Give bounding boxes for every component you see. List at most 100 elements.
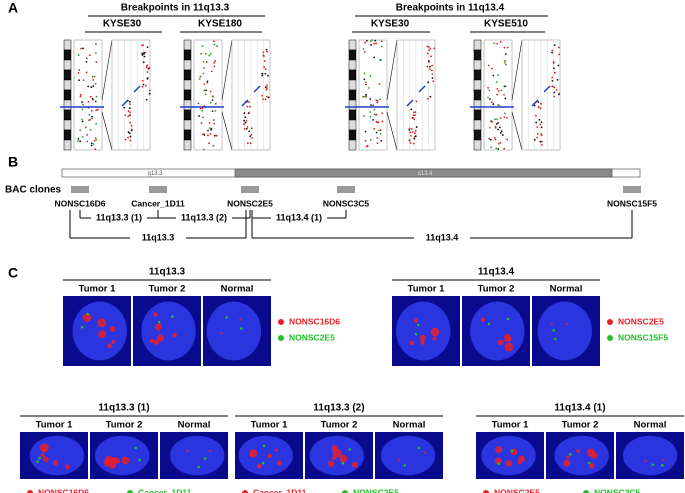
signal xyxy=(134,446,138,450)
probe-dot xyxy=(363,72,366,75)
signal xyxy=(219,332,223,335)
signal xyxy=(82,313,92,322)
probe-dot xyxy=(539,140,542,143)
sample-name: KYSE510 xyxy=(484,19,528,30)
arrow xyxy=(121,99,129,107)
probe-dot xyxy=(490,101,493,104)
signal xyxy=(495,446,503,454)
probe-dot xyxy=(249,105,251,108)
signal xyxy=(157,320,161,324)
probe-dot xyxy=(493,136,496,139)
probe-dot xyxy=(494,138,497,141)
probe-dot xyxy=(81,101,84,103)
signal xyxy=(506,317,510,321)
probe-dot xyxy=(128,114,131,117)
arrow xyxy=(406,99,414,107)
ideogram-band xyxy=(348,79,357,91)
probe-dot xyxy=(79,95,82,98)
ideogram-band xyxy=(473,99,482,111)
signal xyxy=(348,448,351,451)
ideogram-band xyxy=(63,49,72,61)
probe-dot xyxy=(129,121,132,124)
probe-dot xyxy=(95,61,98,63)
probe-dot xyxy=(266,50,268,53)
arrow xyxy=(253,85,261,93)
probe-dot xyxy=(365,95,367,98)
probe-dot xyxy=(261,74,264,77)
zoom-line xyxy=(221,39,233,101)
probe-dot xyxy=(497,142,500,145)
legend-dot xyxy=(127,490,133,493)
column-label: Tumor 1 xyxy=(79,284,116,295)
zoom-line xyxy=(511,111,523,151)
signal xyxy=(104,455,114,465)
probe-dot xyxy=(552,61,555,63)
interval-label: 11q13.3 (1) xyxy=(96,212,142,222)
probe-dot xyxy=(503,93,505,96)
probe-dot xyxy=(128,132,131,135)
probe-dot xyxy=(94,82,97,85)
signal xyxy=(339,454,348,463)
probe-dot xyxy=(263,66,266,69)
probe-dot xyxy=(533,138,536,141)
signal xyxy=(517,460,523,465)
signal xyxy=(276,460,283,466)
probe-dot xyxy=(379,132,382,135)
probe-dot xyxy=(265,48,268,51)
probe-dot xyxy=(555,88,558,91)
ideogram-band xyxy=(473,49,482,61)
probe-dot xyxy=(262,98,264,101)
probe-dot xyxy=(495,123,498,125)
probe-dot xyxy=(489,138,492,141)
label-bg xyxy=(130,232,186,244)
probe-dot xyxy=(95,109,98,111)
plot-frame xyxy=(358,39,388,151)
ideogram-band xyxy=(63,129,72,141)
ideogram-band xyxy=(473,119,482,131)
probe-dot xyxy=(203,83,206,86)
sample-name: KYSE180 xyxy=(198,19,242,30)
signal xyxy=(497,462,501,465)
probe-dot xyxy=(77,54,80,56)
probe-dot xyxy=(246,142,249,145)
clone-box xyxy=(241,186,259,193)
chromosome-band xyxy=(234,168,613,178)
probe-dot xyxy=(88,113,91,116)
probe-dot xyxy=(130,124,133,127)
nucleus xyxy=(622,435,678,476)
probe-dot xyxy=(92,143,95,145)
probe-dot xyxy=(209,127,211,130)
probe-dot xyxy=(82,79,85,81)
column-label: Tumor 2 xyxy=(562,420,599,431)
ideogram-band xyxy=(63,119,72,131)
probe-dot xyxy=(206,134,209,137)
probe-dot xyxy=(90,109,93,112)
probe-dot xyxy=(362,48,365,50)
probe-dot xyxy=(129,111,132,114)
probe-dot xyxy=(553,67,555,70)
column-label: Normal xyxy=(634,420,667,431)
signal xyxy=(504,333,512,341)
signal xyxy=(568,453,572,456)
probe-dot xyxy=(243,123,245,125)
signal xyxy=(274,448,279,452)
signal xyxy=(660,463,664,467)
probe-dot xyxy=(87,100,90,103)
signal xyxy=(267,453,273,459)
signal xyxy=(414,318,419,323)
signal xyxy=(494,457,502,465)
signal xyxy=(563,459,571,467)
signal xyxy=(256,463,263,469)
probe-dot xyxy=(212,144,215,147)
signal xyxy=(203,457,207,460)
probe-dot xyxy=(214,134,217,137)
plot-frame xyxy=(483,39,513,151)
probe-dot xyxy=(498,126,501,129)
probe-dot xyxy=(131,128,133,131)
probe-dot xyxy=(86,57,88,60)
probe-dot xyxy=(198,115,200,117)
probe-dot xyxy=(89,128,92,131)
probe-dot xyxy=(373,113,376,116)
probe-dot xyxy=(427,60,430,62)
